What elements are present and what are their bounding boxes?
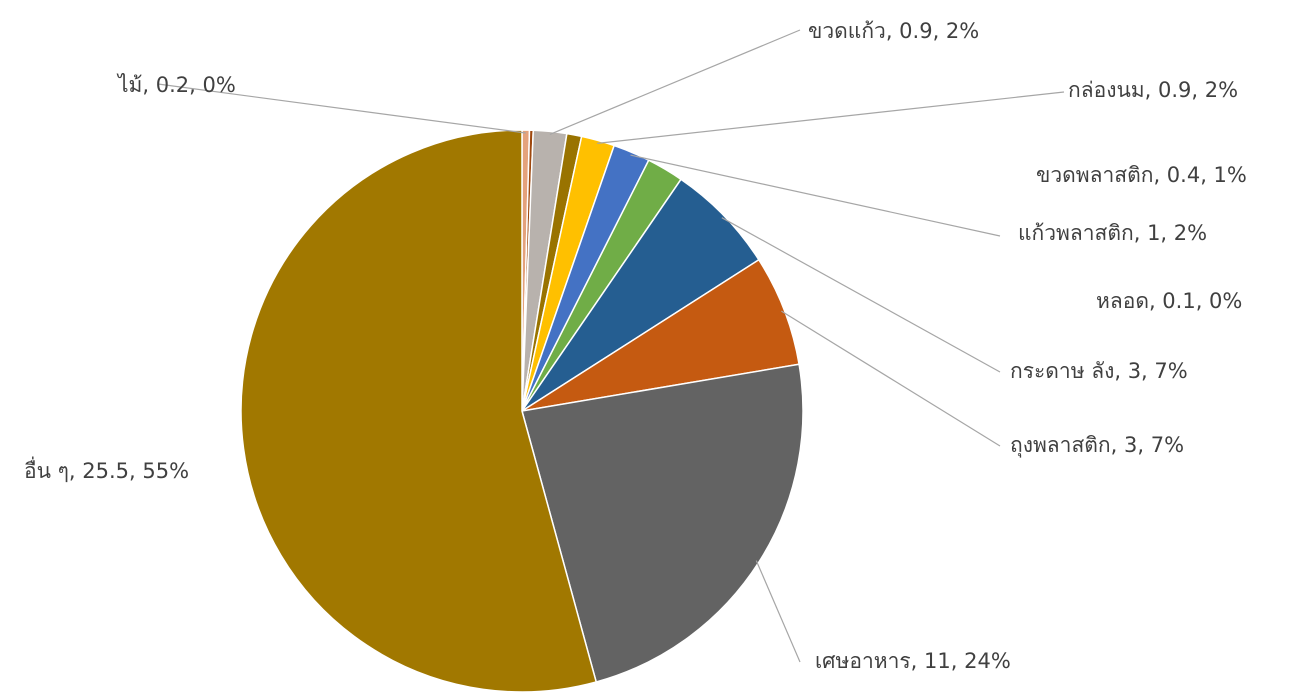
leader-line-2 bbox=[597, 91, 1065, 144]
label-straw: หลอด, 0.1, 0% bbox=[1096, 289, 1242, 313]
label-food-waste: เศษอาหาร, 11, 24% bbox=[815, 649, 1011, 673]
pie-slice-7 bbox=[521, 178, 760, 412]
leader-lines bbox=[157, 29, 1065, 663]
label-glass-bottle: ขวดแก้ว, 0.9, 2% bbox=[808, 19, 979, 43]
leader-line-1 bbox=[549, 29, 801, 135]
pie-slice-9 bbox=[521, 363, 804, 683]
leader-line-5 bbox=[781, 310, 1001, 447]
pie-slices bbox=[240, 129, 804, 693]
label-plastic-bag: ถุงพลาสติก, 3, 7% bbox=[1010, 433, 1184, 458]
data-labels: ไม้, 0.2, 0% ขวดแก้ว, 0.9, 2% กล่องนม, 0… bbox=[24, 19, 1247, 673]
leader-line-3 bbox=[630, 154, 1001, 237]
leader-line-4 bbox=[721, 217, 1001, 373]
leader-line-6 bbox=[755, 560, 801, 663]
leader-line-0 bbox=[157, 83, 526, 134]
pie-slice-10 bbox=[240, 129, 598, 693]
label-others: อื่น ๆ, 25.5, 55% bbox=[24, 456, 189, 483]
label-plastic-bottle: ขวดพลาสติก, 0.4, 1% bbox=[1036, 163, 1247, 187]
label-plastic-cup: แก้วพลาสติก, 1, 2% bbox=[1018, 221, 1207, 245]
pie-slice-8 bbox=[521, 258, 800, 412]
label-wood: ไม้, 0.2, 0% bbox=[116, 73, 236, 97]
label-cardboard: กระดาษ ลัง, 3, 7% bbox=[1010, 359, 1188, 383]
label-milk-carton: กล่องนม, 0.9, 2% bbox=[1068, 78, 1238, 102]
